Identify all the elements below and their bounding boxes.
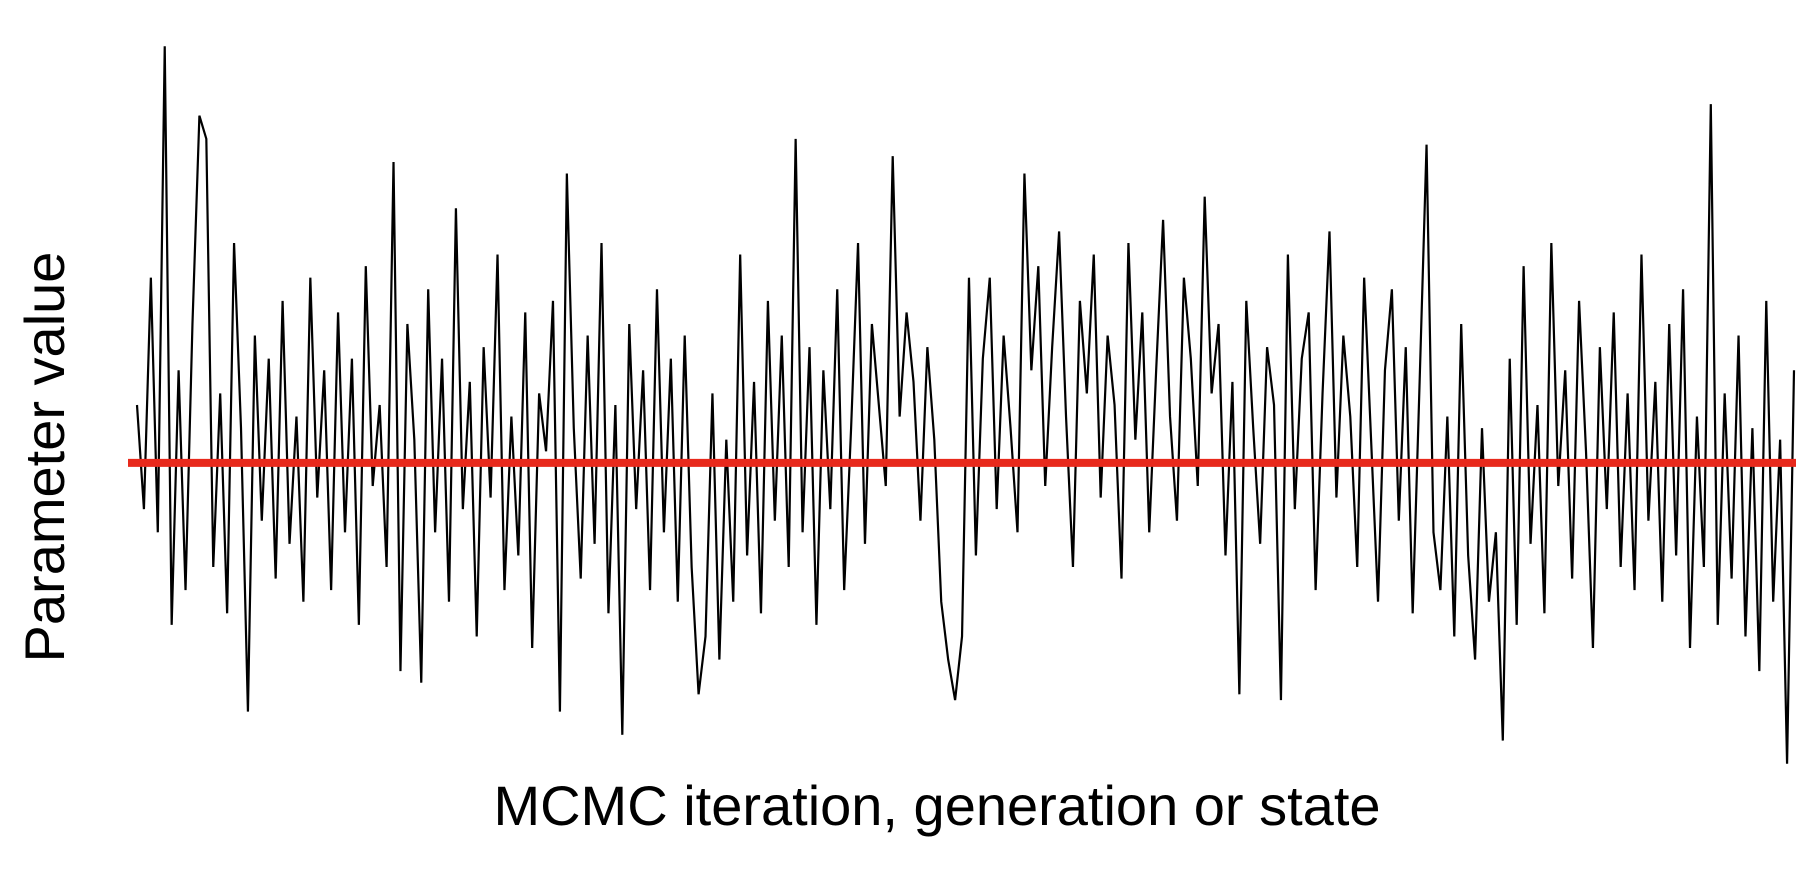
trace-line bbox=[135, 46, 1796, 764]
x-axis-label: MCMC iteration, generation or state bbox=[493, 774, 1380, 837]
y-axis-label: Parameter value bbox=[13, 252, 76, 663]
